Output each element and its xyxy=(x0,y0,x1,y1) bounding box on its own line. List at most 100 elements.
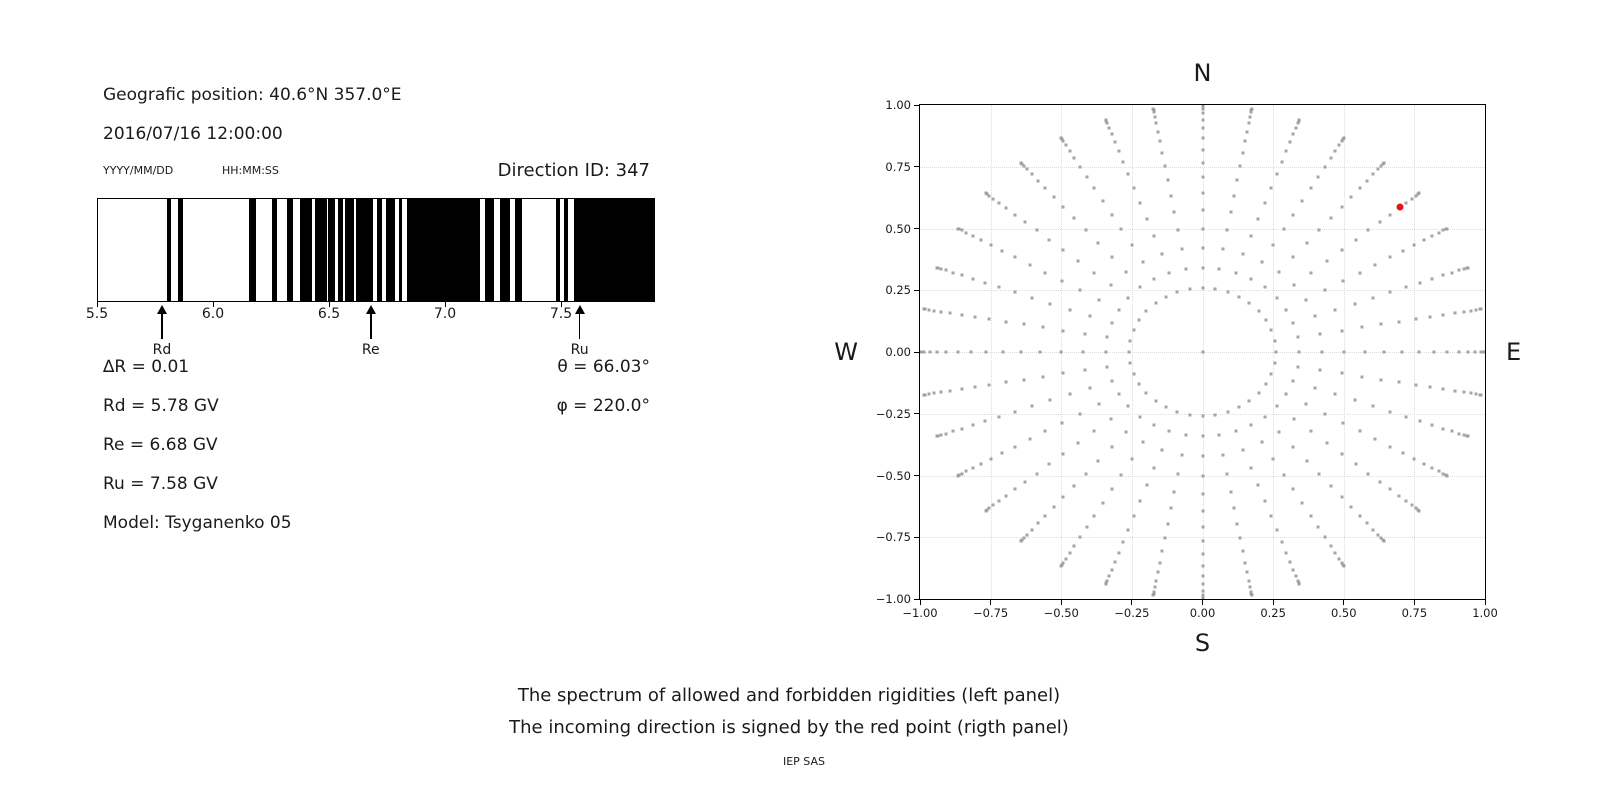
direction-grid-dot xyxy=(1401,249,1405,253)
direction-grid-dot xyxy=(1030,296,1034,300)
delta-r-label: ∆R = 0.01 xyxy=(103,357,190,377)
direction-grid-dot xyxy=(1483,350,1485,354)
direction-grid-dot xyxy=(1144,309,1148,313)
direction-grid-dot xyxy=(984,191,988,195)
direction-grid-dot xyxy=(1132,372,1136,376)
direction-grid-dot xyxy=(1201,414,1204,418)
direction-grid-dot xyxy=(1043,514,1047,518)
direction-grid-dot xyxy=(1117,149,1121,153)
direction-grid-dot xyxy=(1184,433,1188,437)
direction-grid-dot xyxy=(1371,528,1375,532)
direction-grid-dot xyxy=(1264,318,1268,322)
direction-grid-dot xyxy=(1201,246,1204,250)
direction-grid-dot xyxy=(1269,328,1273,332)
direction-grid-dot xyxy=(1291,132,1295,136)
x-axis-tick-label: 1.00 xyxy=(1472,606,1498,620)
direction-grid-dot xyxy=(1121,540,1125,544)
re-value-label: Re = 6.68 GV xyxy=(103,435,218,455)
direction-grid-dot xyxy=(1432,350,1436,354)
direction-grid-dot xyxy=(1358,186,1362,190)
direction-grid-dot xyxy=(944,432,948,436)
direction-grid-dot xyxy=(1342,564,1346,568)
direction-grid-dot xyxy=(1105,335,1109,339)
direction-grid-dot xyxy=(1291,568,1295,572)
direction-grid-dot xyxy=(1201,589,1204,593)
direction-grid-dot xyxy=(1013,445,1017,449)
direction-grid-dot xyxy=(1249,423,1253,427)
direction-grid-dot xyxy=(1022,164,1026,168)
direction-grid-dot xyxy=(948,311,952,315)
direction-grid-dot xyxy=(1169,194,1173,198)
direction-grid-dot xyxy=(1083,368,1087,372)
direction-grid-dot xyxy=(1128,361,1132,365)
direction-grid-dot xyxy=(1275,528,1279,532)
direction-grid-dot xyxy=(1110,487,1114,491)
direction-grid-dot xyxy=(1041,325,1045,329)
direction-grid-dot xyxy=(1188,287,1192,291)
direction-grid-dot xyxy=(1201,208,1204,212)
x-axis-tick-label: 0.25 xyxy=(1260,606,1286,620)
direction-grid-dot xyxy=(1138,499,1142,503)
direction-grid-dot xyxy=(1028,437,1031,441)
rigidity-spectrum-plot xyxy=(97,198,655,302)
direction-grid-dot xyxy=(1229,210,1233,214)
direction-grid-dot xyxy=(1060,279,1064,283)
direction-grid-dot xyxy=(1379,378,1383,382)
direction-grid-dot xyxy=(987,194,991,198)
direction-grid-dot xyxy=(1317,472,1321,476)
direction-grid-dot xyxy=(1300,501,1304,505)
rigidity-axis-tick xyxy=(445,302,447,307)
direction-grid-dot xyxy=(1358,514,1362,518)
direction-grid-dot xyxy=(1263,499,1267,503)
direction-grid-dot xyxy=(1128,339,1132,343)
y-axis-tick xyxy=(914,104,919,106)
direction-grid-dot xyxy=(1028,263,1031,267)
direction-grid-dot xyxy=(1320,350,1324,354)
direction-grid-dot xyxy=(1474,308,1478,312)
x-axis-tick-label: −0.75 xyxy=(973,606,1009,620)
direction-grid-dot xyxy=(1397,380,1401,384)
direction-grid-dot xyxy=(1107,126,1111,130)
direction-grid-dot xyxy=(1245,570,1249,574)
direction-grid-dot xyxy=(1462,310,1466,314)
direction-grid-dot xyxy=(991,503,995,507)
rd-value-label: Rd = 5.78 GV xyxy=(103,396,219,416)
phi-value-label: φ = 220.0° xyxy=(556,396,650,416)
direction-grid-dot xyxy=(1217,267,1221,271)
direction-grid-dot xyxy=(1318,332,1322,336)
direction-grid-dot xyxy=(1084,472,1088,476)
direction-grid-dot xyxy=(1401,451,1405,455)
y-axis-tick xyxy=(914,536,919,538)
direction-grid-dot xyxy=(1388,290,1392,294)
direction-grid-dot xyxy=(1145,483,1149,487)
caption-line-1: The spectrum of allowed and forbidden ri… xyxy=(517,685,1061,706)
direction-grid-dot xyxy=(1104,350,1108,354)
direction-grid-dot xyxy=(1201,118,1204,122)
direction-grid-dot xyxy=(1201,191,1204,195)
direction-grid-dot xyxy=(1291,379,1295,383)
direction-grid-dot xyxy=(1013,410,1017,414)
direction-grid-dot xyxy=(1275,172,1279,176)
x-axis-tick xyxy=(990,600,992,605)
direction-grid-dot xyxy=(1245,130,1249,134)
direction-grid-dot xyxy=(1059,136,1063,140)
direction-grid-dot xyxy=(1078,165,1082,169)
direction-grid-dot xyxy=(1117,551,1121,555)
direction-grid-dot xyxy=(1318,368,1322,372)
direction-grid-dot xyxy=(1121,160,1125,164)
direction-grid-dot xyxy=(1201,434,1204,438)
direction-grid-dot xyxy=(1292,283,1296,287)
direction-grid-dot xyxy=(1441,427,1445,431)
allowed-band xyxy=(315,199,327,301)
direction-grid-dot xyxy=(1151,593,1155,597)
direction-grid-dot xyxy=(1349,195,1353,199)
y-axis-tick xyxy=(914,598,919,600)
direction-grid-dot xyxy=(1271,457,1275,461)
gridline-vertical xyxy=(1273,105,1275,599)
direction-grid-dot xyxy=(1333,308,1337,312)
direction-grid-dot xyxy=(1110,445,1114,449)
rigidity-axis-tick-label: 6.5 xyxy=(317,306,341,322)
direction-grid-dot xyxy=(1035,228,1039,232)
direction-grid-dot xyxy=(1340,205,1344,209)
direction-grid-dot xyxy=(1019,350,1023,354)
